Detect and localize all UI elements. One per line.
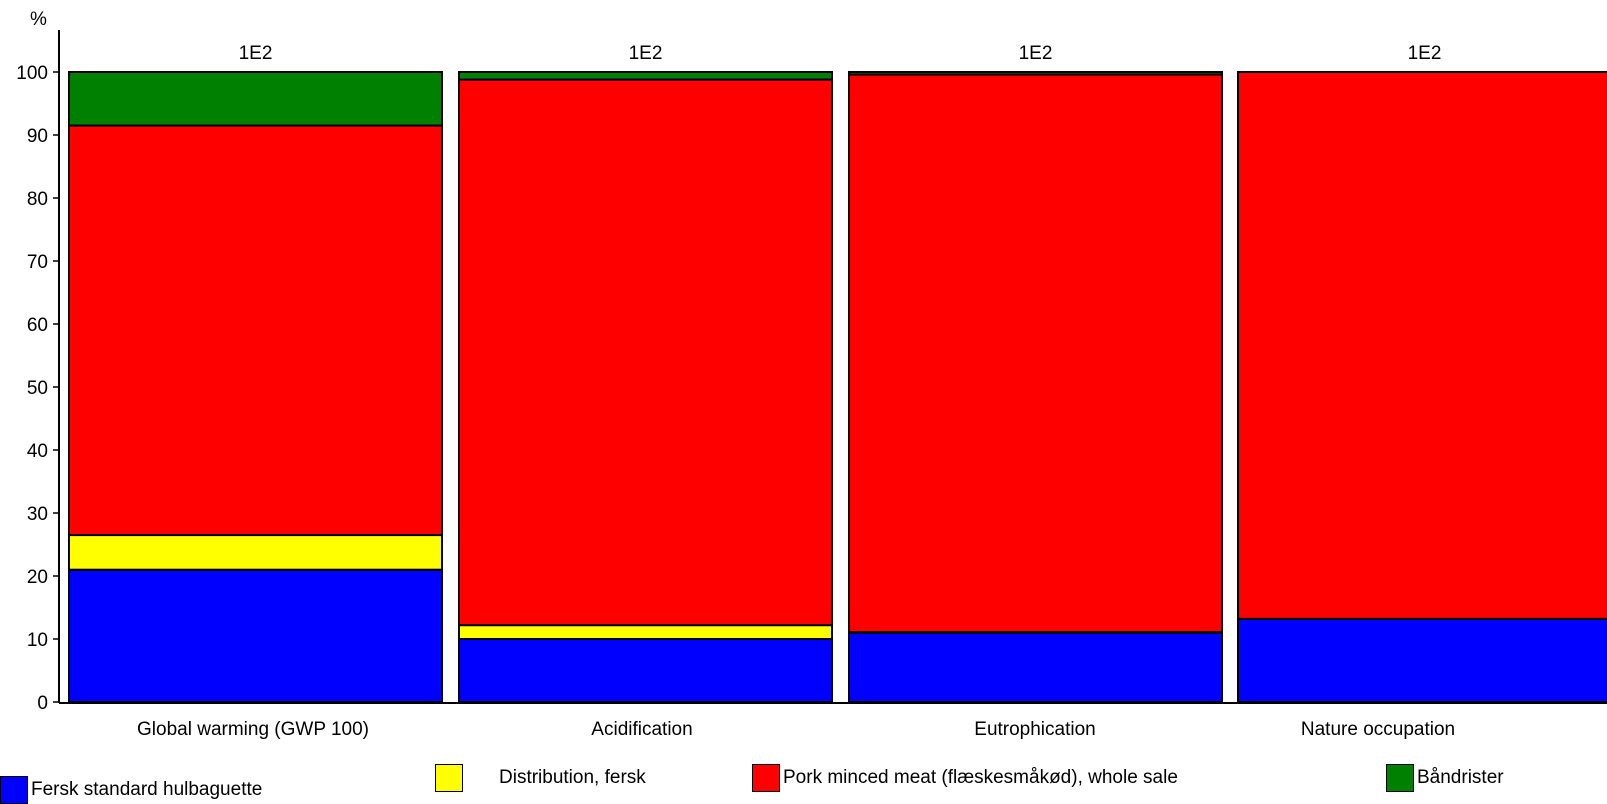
legend-item-bandrister: Båndrister <box>1386 764 1504 792</box>
y-tick-label: 70 <box>27 252 48 273</box>
legend-swatch <box>0 776 28 804</box>
bar-top-label: 1E2 <box>1019 43 1053 64</box>
y-tick-label: 40 <box>27 441 48 462</box>
legend-swatch <box>752 764 780 792</box>
y-tick-label: 100 <box>16 63 48 84</box>
legend-swatch <box>435 764 463 792</box>
bar-segment-2 <box>458 624 833 641</box>
stacked-bar-chart: % 0 10 20 30 40 50 60 70 80 90 100 1E2 1E2 1E2 1E2 Gl… <box>16 9 1607 740</box>
y-tick-label: 80 <box>27 189 48 210</box>
x-tick-labels: Global warming (GWP 100) Acidification Eut… <box>137 719 1455 740</box>
y-tick-label: 20 <box>27 567 48 588</box>
legend-label: Fersk standard hulbaguette <box>31 779 263 800</box>
legend-item-pork: Pork minced meat (flæskesmåkød), whole s… <box>752 764 1178 792</box>
legend-label: Pork minced meat (flæskesmåkød), whole s… <box>783 767 1178 788</box>
y-unit-label: % <box>30 9 47 30</box>
y-tick-label: 10 <box>27 630 48 651</box>
x-tick-label: Acidification <box>591 719 692 740</box>
bar-top-label: 1E2 <box>629 43 663 64</box>
legend-label: Distribution, fersk <box>499 767 646 788</box>
y-tick-label: 90 <box>27 126 48 147</box>
y-tick-label: 30 <box>27 504 48 525</box>
bar-segment-2 <box>68 534 443 571</box>
bar-segment-3 <box>458 78 833 627</box>
bar-top-label: 1E2 <box>1408 43 1442 64</box>
x-tick-label: Nature occupation <box>1301 719 1455 740</box>
bar-segment-3 <box>1237 71 1607 620</box>
y-tick-label: 0 <box>37 693 48 714</box>
bar-segment-4 <box>848 71 1223 76</box>
bar-segment-4 <box>68 71 443 127</box>
top-labels: 1E2 1E2 1E2 1E2 <box>239 43 1442 64</box>
bar-top-label: 1E2 <box>239 43 273 64</box>
bar-segment-3 <box>68 124 443 537</box>
x-tick-label: Global warming (GWP 100) <box>137 719 369 740</box>
bar-segment-1 <box>458 638 833 703</box>
legend-label: Båndrister <box>1417 767 1504 788</box>
legend-item-distribution: Distribution, fersk <box>435 764 646 792</box>
bar-segment-1 <box>848 631 1223 704</box>
bar-segment-4 <box>458 71 833 81</box>
y-tick-label: 50 <box>27 378 48 399</box>
legend-swatch <box>1386 764 1414 792</box>
y-ticks: 0 10 20 30 40 50 60 70 80 90 100 <box>16 63 59 714</box>
bars <box>68 71 1607 704</box>
bar-segment-3 <box>848 73 1223 634</box>
bar-segment-1 <box>1237 617 1607 704</box>
legend-item-baguette: Fersk standard hulbaguette <box>0 776 262 804</box>
y-tick-label: 60 <box>27 315 48 336</box>
legend: Fersk standard hulbaguette Distribution,… <box>0 762 1607 804</box>
x-tick-label: Eutrophication <box>974 719 1095 740</box>
bar-segment-1 <box>68 568 443 704</box>
